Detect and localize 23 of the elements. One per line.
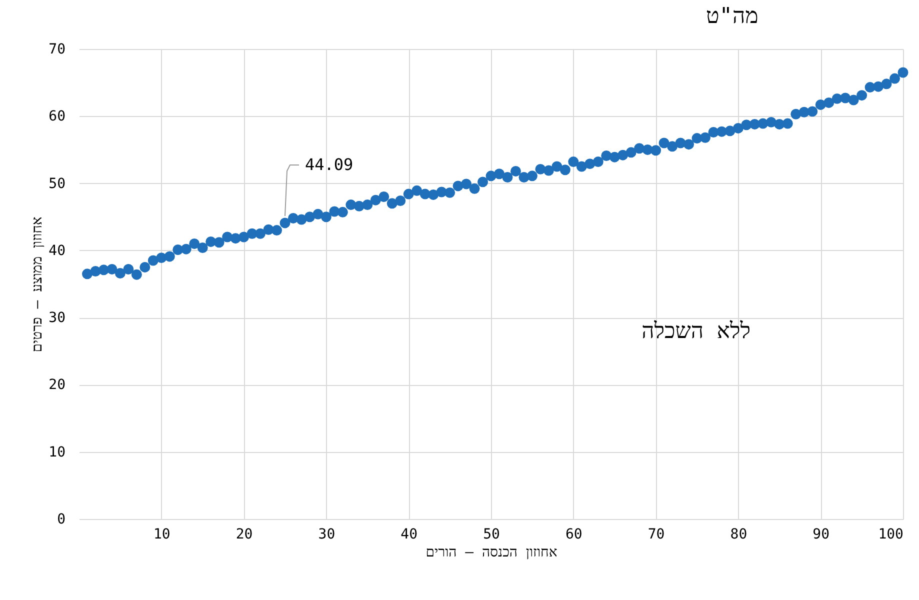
x-tick-label: 100 (878, 526, 904, 542)
y-tick-label: 10 (48, 444, 66, 460)
y-tick-label: 20 (48, 377, 66, 394)
chart-title: מה"ט (706, 4, 758, 29)
x-tick-label: 90 (812, 526, 830, 542)
x-tick-label: 10 (153, 526, 170, 542)
annotation: ללא השכלה (642, 319, 751, 344)
x-tick-label: 40 (400, 526, 418, 542)
annotation: 44.09 (305, 154, 354, 174)
y-tick-label: 60 (48, 108, 66, 125)
y-axis-title: אחוזון ממוצע – פרטים (30, 216, 46, 352)
x-tick-label: 50 (483, 526, 500, 542)
y-tick-label: 70 (48, 42, 66, 58)
x-tick-label: 70 (648, 526, 665, 542)
y-tick-label: 0 (57, 512, 66, 528)
x-tick-label: 20 (236, 526, 253, 542)
y-tick-label: 50 (48, 176, 66, 192)
x-tick-label: 60 (565, 526, 582, 542)
x-axis-title: אחוזון הכנסה – הורים (426, 544, 558, 560)
x-tick-label: 80 (730, 526, 748, 542)
y-tick-label: 40 (48, 242, 66, 259)
x-tick-label: 30 (318, 526, 336, 542)
y-tick-label: 30 (48, 310, 66, 326)
